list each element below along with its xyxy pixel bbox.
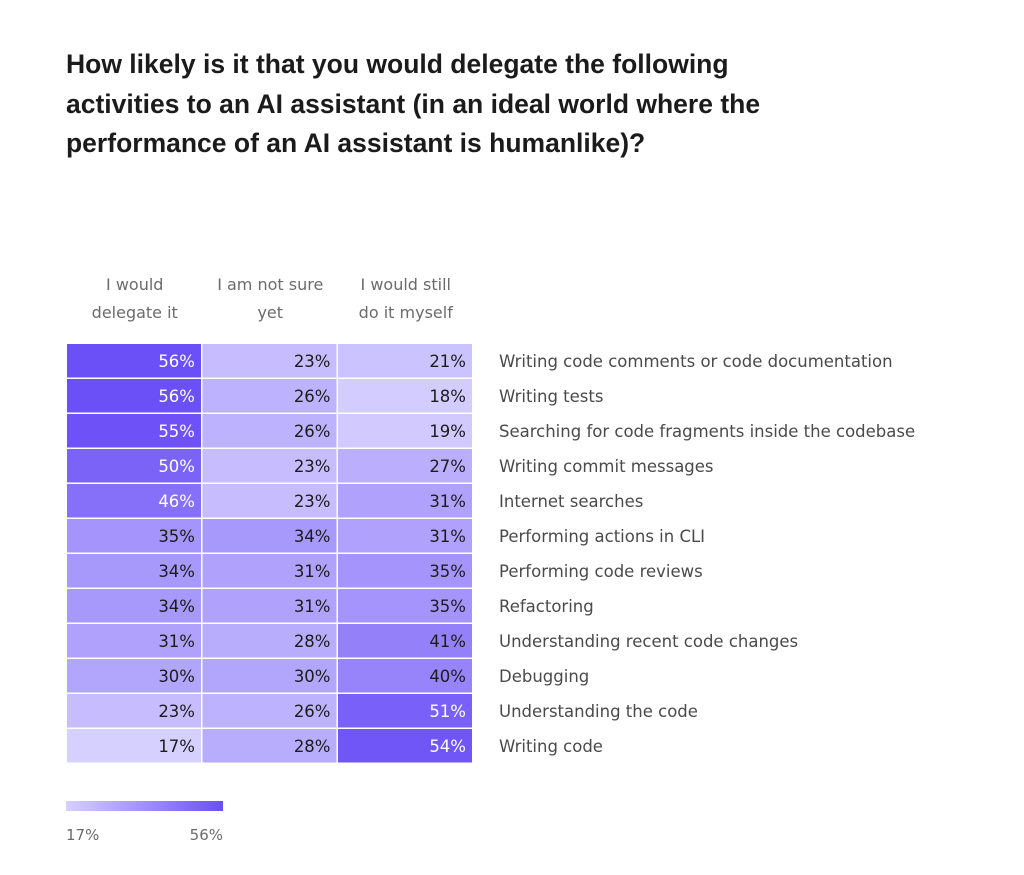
cell-value-r1-not-sure: 23% xyxy=(294,352,331,371)
row-label-5: Internet searches xyxy=(499,492,643,511)
cell-r1-not-sure xyxy=(202,344,337,378)
cell-value-r12-not-sure: 28% xyxy=(294,737,331,756)
cell-r1-myself xyxy=(338,344,472,378)
cell-r7-delegate xyxy=(67,554,201,588)
cell-value-r4-delegate: 50% xyxy=(158,457,195,476)
cell-r8-delegate xyxy=(67,589,201,623)
row-label-4: Writing commit messages xyxy=(499,457,714,476)
cell-value-r9-not-sure: 28% xyxy=(294,632,331,651)
cell-r6-myself xyxy=(338,519,472,553)
cell-value-r2-myself: 18% xyxy=(429,387,466,406)
cell-r11-delegate xyxy=(67,694,201,728)
cell-r4-delegate xyxy=(67,449,201,483)
cell-r2-delegate xyxy=(67,379,201,413)
cell-value-r1-myself: 21% xyxy=(429,352,466,371)
row-label-9: Understanding recent code changes xyxy=(499,632,798,651)
heatmap-cells: 56% 23% 21% 56% 26% 18% 55% 26% 19% 50% 23% 27% 46% 2… xyxy=(67,344,472,763)
cell-value-r11-delegate: 23% xyxy=(158,702,195,721)
column-header-not-sure-line-1: I am not sure xyxy=(217,275,323,294)
cell-value-r4-myself: 27% xyxy=(429,457,466,476)
column-header-myself-line-1: I would still xyxy=(361,275,451,294)
cell-value-r6-not-sure: 34% xyxy=(294,527,331,546)
row-labels: Writing code comments or code documentat… xyxy=(499,352,915,756)
cell-value-r10-myself: 40% xyxy=(429,667,466,686)
cell-r6-not-sure xyxy=(202,519,337,553)
cell-value-r5-not-sure: 23% xyxy=(294,492,331,511)
cell-value-r6-myself: 31% xyxy=(429,527,466,546)
cell-r5-not-sure xyxy=(202,484,337,518)
cell-r2-myself xyxy=(338,379,472,413)
cell-value-r7-not-sure: 31% xyxy=(294,562,331,581)
column-header-delegate-line-1: I would xyxy=(106,275,163,294)
cell-value-r9-delegate: 31% xyxy=(158,632,195,651)
legend-max-label: 56% xyxy=(190,826,223,844)
cell-value-r11-myself: 51% xyxy=(429,702,466,721)
cell-r7-myself xyxy=(338,554,472,588)
chart-title: How likely is it that you would delegate… xyxy=(66,49,761,158)
cell-r11-myself xyxy=(338,694,472,728)
cell-value-r3-not-sure: 26% xyxy=(294,422,331,441)
cell-value-r6-delegate: 35% xyxy=(158,527,195,546)
cell-value-r11-not-sure: 26% xyxy=(294,702,331,721)
cell-r11-not-sure xyxy=(202,694,337,728)
cell-r4-not-sure xyxy=(202,449,337,483)
cell-r8-myself xyxy=(338,589,472,623)
cell-r3-delegate xyxy=(67,414,201,448)
cell-value-r5-delegate: 46% xyxy=(158,492,195,511)
color-legend: 17% 56% xyxy=(66,801,223,844)
row-label-2: Writing tests xyxy=(499,387,603,406)
cell-value-r9-myself: 41% xyxy=(429,632,466,651)
cell-value-r3-delegate: 55% xyxy=(158,422,195,441)
cell-r12-not-sure xyxy=(202,729,337,763)
cell-r1-delegate xyxy=(67,344,201,378)
cell-r9-delegate xyxy=(67,624,201,658)
cell-r4-myself xyxy=(338,449,472,483)
cell-r6-delegate xyxy=(67,519,201,553)
row-label-6: Performing actions in CLI xyxy=(499,527,705,546)
cell-r5-delegate xyxy=(67,484,201,518)
cell-r9-not-sure xyxy=(202,624,337,658)
cell-r12-delegate xyxy=(67,729,201,763)
cell-value-r1-delegate: 56% xyxy=(158,352,195,371)
cell-value-r12-myself: 54% xyxy=(429,737,466,756)
cell-value-r5-myself: 31% xyxy=(429,492,466,511)
cell-value-r7-myself: 35% xyxy=(429,562,466,581)
legend-gradient-bar xyxy=(66,801,223,811)
row-label-3: Searching for code fragments inside the … xyxy=(499,422,915,441)
cell-value-r2-not-sure: 26% xyxy=(294,387,331,406)
row-label-8: Refactoring xyxy=(499,597,594,616)
row-label-1: Writing code comments or code documentat… xyxy=(499,352,893,371)
cell-value-r10-not-sure: 30% xyxy=(294,667,331,686)
cell-value-r2-delegate: 56% xyxy=(158,387,195,406)
row-label-12: Writing code xyxy=(499,737,603,756)
legend-min-label: 17% xyxy=(66,826,99,844)
column-header-delegate-line-2: delegate it xyxy=(92,303,178,322)
cell-r10-not-sure xyxy=(202,659,337,693)
cell-r8-not-sure xyxy=(202,589,337,623)
cell-r10-delegate xyxy=(67,659,201,693)
row-label-10: Debugging xyxy=(499,667,589,686)
cell-value-r10-delegate: 30% xyxy=(158,667,195,686)
column-header-not-sure-line-2: yet xyxy=(257,303,283,322)
cell-value-r8-myself: 35% xyxy=(429,597,466,616)
cell-r12-myself xyxy=(338,729,472,763)
row-label-7: Performing code reviews xyxy=(499,562,703,581)
cell-r5-myself xyxy=(338,484,472,518)
column-headers: I would delegate it I am not sure yet I woul… xyxy=(92,275,454,322)
cell-r10-myself xyxy=(338,659,472,693)
cell-value-r7-delegate: 34% xyxy=(158,562,195,581)
cell-r3-not-sure xyxy=(202,414,337,448)
column-header-myself-line-2: do it myself xyxy=(359,303,454,322)
cell-value-r3-myself: 19% xyxy=(429,422,466,441)
cell-value-r12-delegate: 17% xyxy=(158,737,195,756)
cell-r9-myself xyxy=(338,624,472,658)
cell-value-r4-not-sure: 23% xyxy=(294,457,331,476)
cell-r2-not-sure xyxy=(202,379,337,413)
cell-r3-myself xyxy=(338,414,472,448)
cell-value-r8-not-sure: 31% xyxy=(294,597,331,616)
cell-value-r8-delegate: 34% xyxy=(158,597,195,616)
cell-r7-not-sure xyxy=(202,554,337,588)
row-label-11: Understanding the code xyxy=(499,702,698,721)
